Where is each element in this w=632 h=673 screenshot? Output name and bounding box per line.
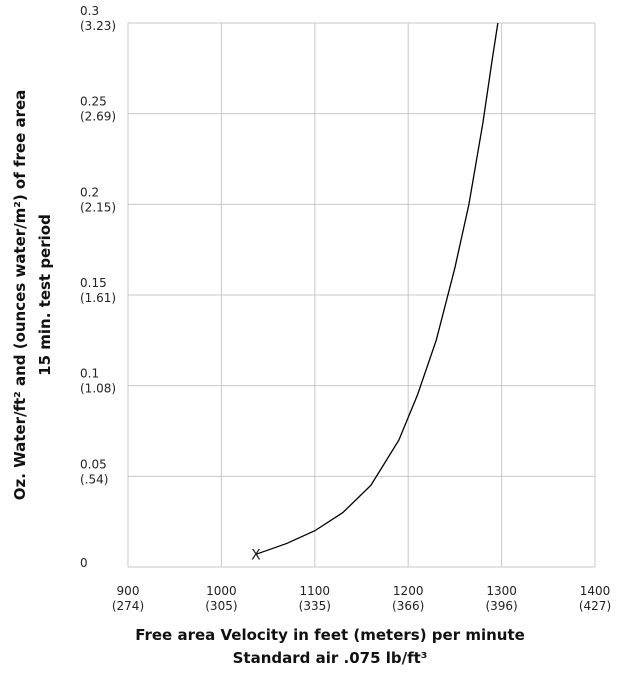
x-tick-label: 1000 (305) [205, 584, 237, 613]
y-tick-label: 0.3 (3.23) [80, 4, 116, 33]
start-marker: X [251, 547, 261, 563]
y-tick-label: 0 [80, 556, 88, 570]
x-tick-label: 1200 (366) [392, 584, 424, 613]
y-tick-label: 0.15 (1.61) [80, 276, 116, 305]
x-tick-label: 900 (274) [112, 584, 144, 613]
x-axis-label: Standard air .075 lb/ft³ [233, 649, 428, 667]
y-axis-label: Oz. Water/ft² and (ounces water/m²) of f… [11, 90, 54, 501]
y-axis-label-line: Oz. Water/ft² and (ounces water/m²) of f… [11, 90, 29, 501]
x-tick-label: 1300 (396) [485, 584, 517, 613]
curve [255, 22, 499, 555]
y-tick-label: 0.1 (1.08) [80, 367, 116, 396]
y-tick-label: 0.05 (.54) [80, 457, 108, 486]
x-tick-label: 1400 (427) [579, 584, 611, 613]
y-axis-label-line: 15 min. test period [36, 214, 54, 376]
y-tick-label: 0.2 (2.15) [80, 185, 116, 214]
x-tick-label: 1100 (335) [299, 584, 331, 613]
y-tick-label: 0.25 (2.69) [80, 95, 116, 124]
x-axis-label: Free area Velocity in feet (meters) per … [135, 626, 525, 644]
